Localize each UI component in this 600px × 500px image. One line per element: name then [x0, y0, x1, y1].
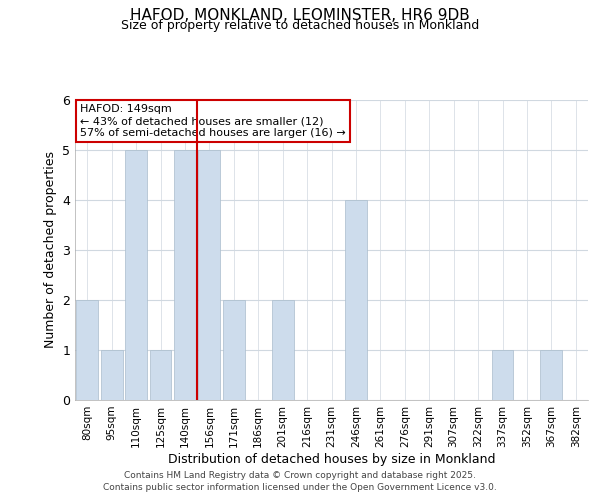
Bar: [101, 350, 122, 400]
Bar: [491, 350, 514, 400]
Y-axis label: Number of detached properties: Number of detached properties: [44, 152, 56, 348]
Text: Size of property relative to detached houses in Monkland: Size of property relative to detached ho…: [121, 19, 479, 32]
Bar: [345, 200, 367, 400]
Bar: [223, 300, 245, 400]
Bar: [174, 150, 196, 400]
X-axis label: Distribution of detached houses by size in Monkland: Distribution of detached houses by size …: [168, 452, 495, 466]
Bar: [272, 300, 293, 400]
Text: HAFOD, MONKLAND, LEOMINSTER, HR6 9DB: HAFOD, MONKLAND, LEOMINSTER, HR6 9DB: [130, 8, 470, 22]
Text: HAFOD: 149sqm
← 43% of detached houses are smaller (12)
57% of semi-detached hou: HAFOD: 149sqm ← 43% of detached houses a…: [80, 104, 346, 138]
Bar: [199, 150, 220, 400]
Bar: [76, 300, 98, 400]
Bar: [541, 350, 562, 400]
Bar: [125, 150, 147, 400]
Text: Contains HM Land Registry data © Crown copyright and database right 2025.
Contai: Contains HM Land Registry data © Crown c…: [103, 471, 497, 492]
Bar: [149, 350, 172, 400]
